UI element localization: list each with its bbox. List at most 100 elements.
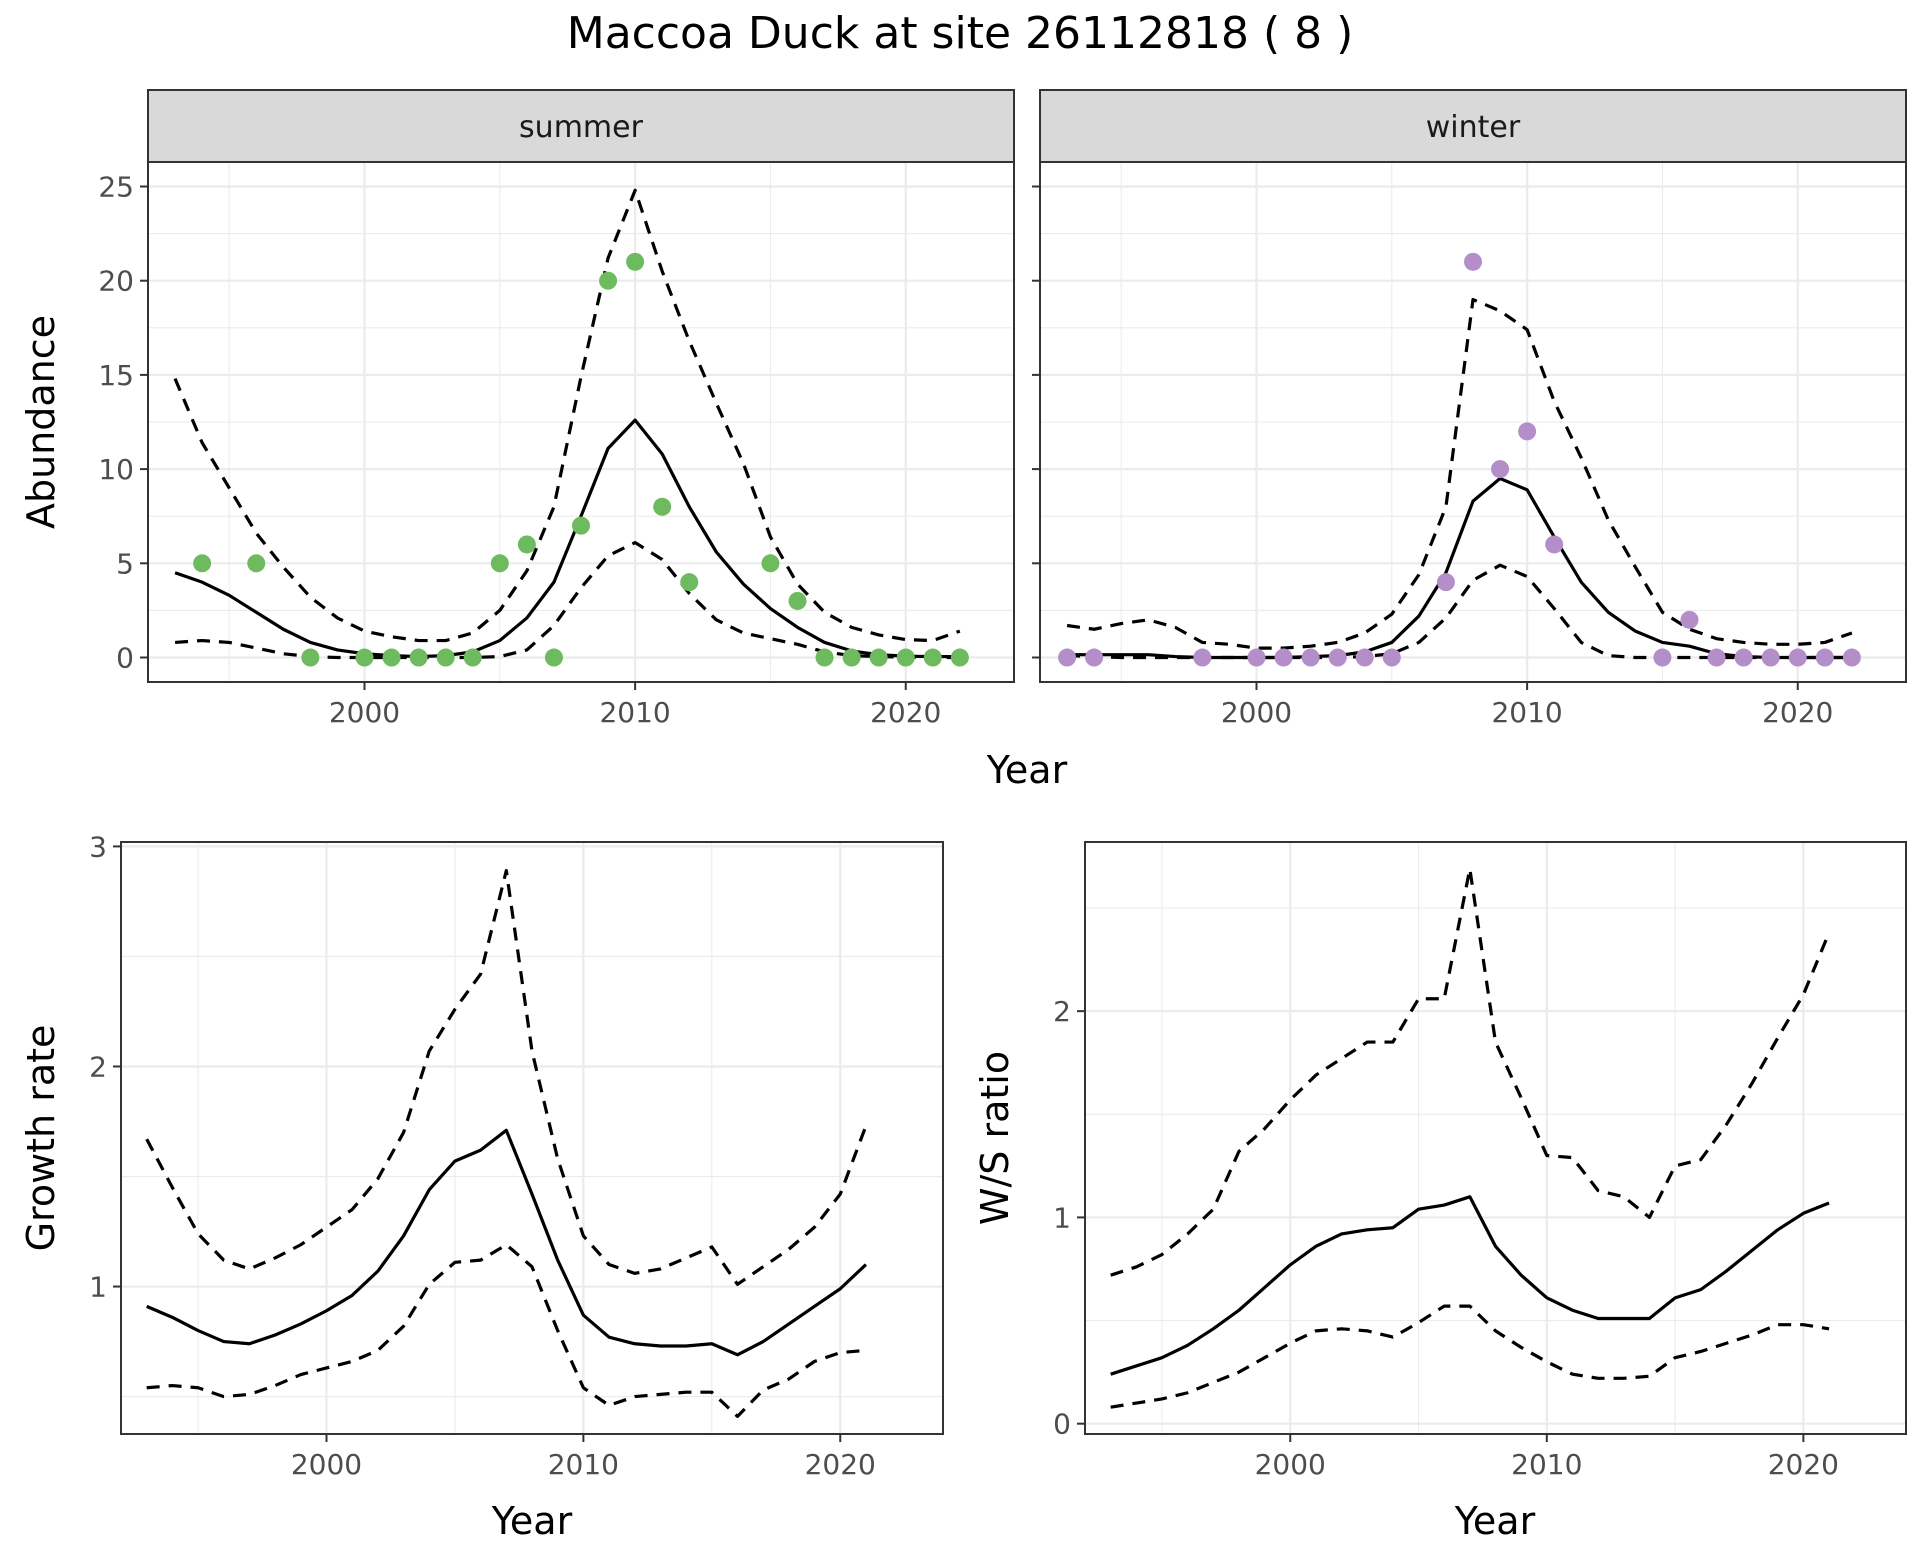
ws-axes: 2000 2010 2020 0 1 2 xyxy=(1053,995,1839,1481)
summer-data-point xyxy=(923,648,942,667)
winter-data-point xyxy=(1734,648,1753,667)
summer-data-point xyxy=(869,648,888,667)
growth-y-tick-label: 3 xyxy=(89,830,107,863)
summer-data-point xyxy=(842,648,861,667)
summer-data-point xyxy=(247,554,266,573)
growth-y-axis-title: Growth rate xyxy=(19,1025,63,1252)
summer-y-tick-label: 20 xyxy=(98,265,134,298)
top-x-axis-title: Year xyxy=(986,748,1068,792)
summer-data-point xyxy=(301,648,320,667)
summer-panel-border xyxy=(147,161,1015,683)
panel-winter: winter 2000 2010 2020 xyxy=(1032,89,1907,729)
summer-y-tick-label: 0 xyxy=(116,642,134,675)
winter-data-point xyxy=(1680,610,1699,629)
winter-data-point xyxy=(1355,648,1374,667)
winter-data-point xyxy=(1193,648,1212,667)
winter-data-point xyxy=(1518,422,1537,441)
panel-growth-rate: 2000 2010 2020 1 2 3 Year Growth rate xyxy=(19,830,944,1543)
growth-x-axis-title: Year xyxy=(491,1499,573,1543)
panel-ws-ratio: 2000 2010 2020 0 1 2 Year W/S ratio xyxy=(973,841,1907,1543)
panel-summer: summer 2000 2010 2020 0 5 10 15 20 25 xyxy=(98,89,1015,729)
summer-upper-bound-line xyxy=(173,188,961,643)
winter-x-tick-label: 2000 xyxy=(1221,696,1292,729)
ws-upper-bound-line xyxy=(1110,867,1831,1277)
ws-x-tick-label: 2010 xyxy=(1511,1448,1582,1481)
winter-data-point xyxy=(1274,648,1293,667)
winter-data-point xyxy=(1085,648,1104,667)
summer-y-tick-label: 25 xyxy=(98,170,134,203)
summer-axes: 2000 2010 2020 0 5 10 15 20 25 xyxy=(98,170,941,729)
top-y-axis-title: Abundance xyxy=(19,315,63,529)
summer-y-tick-label: 15 xyxy=(98,359,134,392)
winter-data-point xyxy=(1788,648,1807,667)
summer-data-point xyxy=(950,648,969,667)
summer-data-point xyxy=(382,648,401,667)
ws-x-axis-title: Year xyxy=(1454,1499,1536,1543)
summer-y-tick-label: 5 xyxy=(116,547,134,580)
growth-grid xyxy=(121,842,943,1434)
growth-panel-border xyxy=(120,841,944,1435)
winter-upper-bound-line xyxy=(1066,297,1853,650)
summer-x-tick-label: 2000 xyxy=(329,696,400,729)
ws-marks xyxy=(1110,867,1831,1409)
summer-data-point xyxy=(599,271,618,290)
winter-axes: 2000 2010 2020 xyxy=(1032,185,1833,729)
ws-y-tick-label: 1 xyxy=(1053,1201,1071,1234)
summer-data-point xyxy=(463,648,482,667)
summer-data-point xyxy=(409,648,428,667)
growth-y-tick-label: 1 xyxy=(89,1271,107,1304)
summer-data-point xyxy=(436,648,455,667)
chart-title: Maccoa Duck at site 26112818 ( 8 ) xyxy=(567,8,1354,59)
growth-y-tick-label: 2 xyxy=(89,1050,107,1083)
winter-data-point xyxy=(1545,535,1564,554)
growth-estimate-line xyxy=(146,1128,868,1357)
winter-data-point xyxy=(1653,648,1672,667)
summer-data-point xyxy=(517,535,536,554)
growth-axes: 2000 2010 2020 1 2 3 xyxy=(89,830,876,1481)
winter-data-point xyxy=(1058,648,1077,667)
summer-data-point xyxy=(544,648,563,667)
summer-y-tick-label: 10 xyxy=(98,453,134,486)
summer-grid xyxy=(148,162,1014,682)
summer-x-tick-label: 2020 xyxy=(870,696,941,729)
summer-marks xyxy=(173,188,969,667)
winter-grid xyxy=(1040,162,1906,682)
winter-lower-bound-line xyxy=(1067,563,1852,660)
winter-data-point xyxy=(1707,648,1726,667)
ws-estimate-line xyxy=(1110,1195,1830,1376)
strip-summer-label: summer xyxy=(519,110,644,145)
winter-data-point xyxy=(1815,648,1834,667)
summer-data-point xyxy=(680,573,699,592)
winter-x-tick-label: 2010 xyxy=(1491,696,1562,729)
summer-data-point xyxy=(788,591,807,610)
winter-marks xyxy=(1058,252,1861,667)
ws-grid xyxy=(1085,842,1906,1434)
summer-lower-bound-line xyxy=(174,540,960,660)
summer-data-point xyxy=(572,516,590,535)
growth-x-tick-label: 2010 xyxy=(548,1448,619,1481)
growth-lower-bound-line xyxy=(146,1243,867,1418)
winter-data-point xyxy=(1247,648,1266,667)
ws-y-tick-label: 0 xyxy=(1053,1408,1071,1441)
growth-marks xyxy=(145,869,868,1418)
summer-estimate-line xyxy=(174,418,960,659)
winter-estimate-line xyxy=(1067,476,1852,660)
winter-data-point xyxy=(1491,460,1510,479)
summer-data-point xyxy=(355,648,374,667)
strip-winter-label: winter xyxy=(1426,110,1521,145)
winter-data-point xyxy=(1464,252,1482,271)
summer-data-point xyxy=(815,648,834,667)
ws-x-tick-label: 2020 xyxy=(1768,1448,1839,1481)
summer-x-tick-label: 2010 xyxy=(599,696,670,729)
strip-summer-bg xyxy=(147,89,1015,163)
growth-x-tick-label: 2000 xyxy=(291,1448,362,1481)
growth-upper-bound-line xyxy=(145,869,868,1286)
winter-data-point xyxy=(1436,573,1455,592)
ws-lower-bound-line xyxy=(1110,1304,1830,1409)
ws-panel-border xyxy=(1084,841,1907,1435)
winter-data-point xyxy=(1382,648,1401,667)
winter-panel-border xyxy=(1039,161,1907,683)
ws-y-tick-label: 2 xyxy=(1053,995,1071,1028)
summer-data-point xyxy=(490,554,509,573)
